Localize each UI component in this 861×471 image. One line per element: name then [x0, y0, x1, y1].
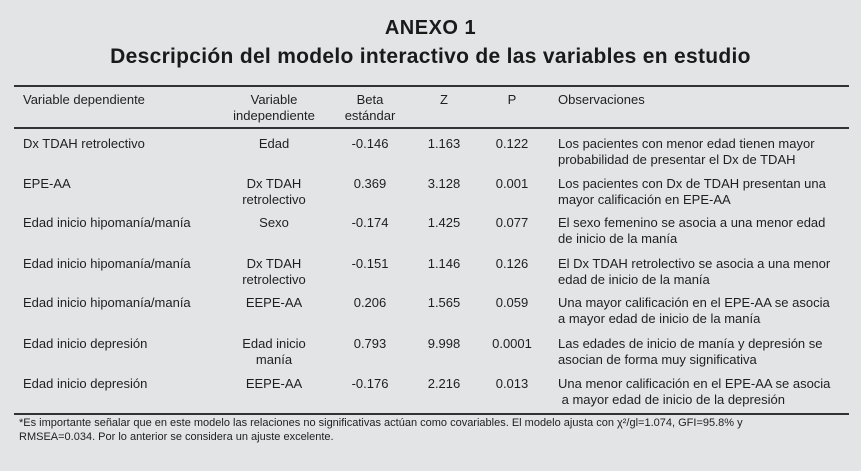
row-z: 1.425: [427, 215, 461, 230]
row-dependent: Edad inicio hipomanía/manía: [23, 256, 191, 271]
header-p: P: [507, 92, 517, 107]
row-beta: -0.176: [351, 376, 389, 391]
row-z: 1.163: [427, 136, 461, 151]
row-p: 0.059: [495, 295, 529, 310]
row-p: 0.0001: [492, 336, 532, 351]
row-dependent: Dx TDAH retrolectivo: [23, 136, 145, 151]
row-p: 0.122: [495, 136, 529, 151]
row-z: 9.998: [427, 336, 461, 351]
row-dependent: Edad inicio depresión: [23, 376, 148, 391]
row-observation: Las edades de inicio de manía y depresió…: [558, 336, 823, 367]
row-dependent: Edad inicio hipomanía/manía: [23, 295, 191, 310]
row-dependent: Edad inicio depresión: [23, 336, 148, 351]
row-z: 1.146: [427, 256, 461, 271]
annex-subtitle: Descripción del modelo interactivo de la…: [110, 45, 751, 68]
row-beta: -0.151: [351, 256, 389, 271]
row-observation: Los pacientes con Dx de TDAH presentan u…: [558, 176, 826, 207]
row-independent: EEPE-AA: [245, 295, 303, 310]
row-z: 1.565: [427, 295, 461, 310]
bottom-rule: [14, 413, 849, 415]
row-beta: 0.369: [353, 176, 387, 191]
row-z: 2.216: [427, 376, 461, 391]
row-dependent: Edad inicio hipomanía/manía: [23, 215, 191, 230]
row-independent: Edad: [258, 136, 290, 151]
row-p: 0.013: [495, 376, 529, 391]
row-dependent: EPE-AA: [23, 176, 71, 191]
header-independent: Variable independiente: [233, 92, 315, 123]
row-observation: Los pacientes con menor edad tienen mayo…: [558, 136, 815, 167]
header-dependent: Variable dependiente: [23, 92, 145, 107]
header-rule: [14, 127, 849, 129]
footnote: *Es importante señalar que en este model…: [19, 417, 743, 443]
header-z: Z: [440, 92, 448, 107]
row-beta: -0.174: [351, 215, 389, 230]
row-beta: -0.146: [351, 136, 389, 151]
row-independent: Dx TDAH retrolectivo: [242, 256, 306, 287]
row-independent: Dx TDAH retrolectivo: [242, 176, 306, 207]
header-observations: Observaciones: [558, 92, 645, 107]
row-observation: Una menor calificación en el EPE-AA se a…: [558, 376, 831, 407]
row-independent: Sexo: [259, 215, 289, 230]
row-observation: El sexo femenino se asocia a una menor e…: [558, 215, 826, 246]
annex-title: ANEXO 1: [384, 17, 477, 39]
row-observation: Una mayor calificación en el EPE-AA se a…: [558, 295, 830, 326]
row-p: 0.126: [495, 256, 529, 271]
top-rule: [14, 85, 849, 87]
row-z: 3.128: [427, 176, 461, 191]
row-p: 0.077: [495, 215, 529, 230]
row-beta: 0.206: [353, 295, 387, 310]
header-beta: Beta estándar: [344, 92, 396, 123]
row-beta: 0.793: [353, 336, 387, 351]
row-observation: El Dx TDAH retrolectivo se asocia a una …: [558, 256, 831, 287]
row-p: 0.001: [495, 176, 529, 191]
row-independent: EEPE-AA: [245, 376, 303, 391]
row-independent: Edad inicio manía: [242, 336, 306, 367]
